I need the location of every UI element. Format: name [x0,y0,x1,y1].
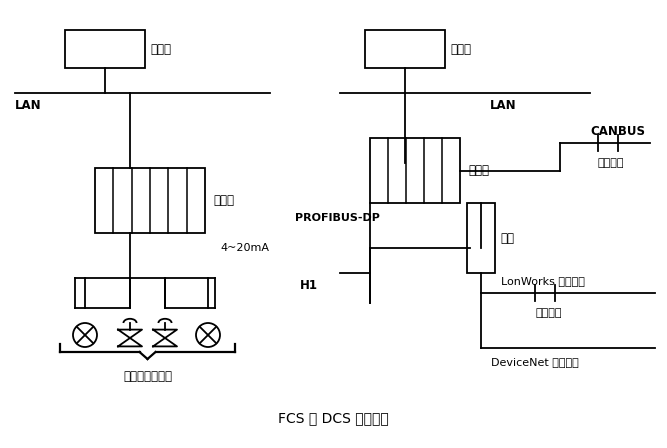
Bar [467,203,495,273]
Text: 网桥: 网桥 [500,232,514,245]
Text: 服务器: 服务器 [468,164,489,177]
Bar [95,168,205,233]
Text: LonWorks 现场总线: LonWorks 现场总线 [501,276,585,286]
Text: 现场设备: 现场设备 [598,158,624,168]
Text: 控制站: 控制站 [213,194,234,207]
Text: 现场设备: 现场设备 [535,308,562,318]
Text: 操作站: 操作站 [450,43,471,56]
Text: LAN: LAN [490,99,517,112]
Text: CANBUS: CANBUS [590,125,645,138]
Text: PROFIBUS-DP: PROFIBUS-DP [295,213,380,223]
Text: LAN: LAN [15,99,41,112]
Bar [370,138,460,203]
Text: FCS 与 DCS 结构比较: FCS 与 DCS 结构比较 [277,411,388,425]
Text: H1: H1 [300,279,318,292]
Text: DeviceNet 现场总线: DeviceNet 现场总线 [491,357,579,367]
Bar [65,30,145,68]
Bar [365,30,445,68]
Text: 操作站: 操作站 [150,43,171,56]
Text: 传统的模拟仪表: 传统的模拟仪表 [123,370,172,383]
Text: 4~20mA: 4~20mA [220,243,269,253]
